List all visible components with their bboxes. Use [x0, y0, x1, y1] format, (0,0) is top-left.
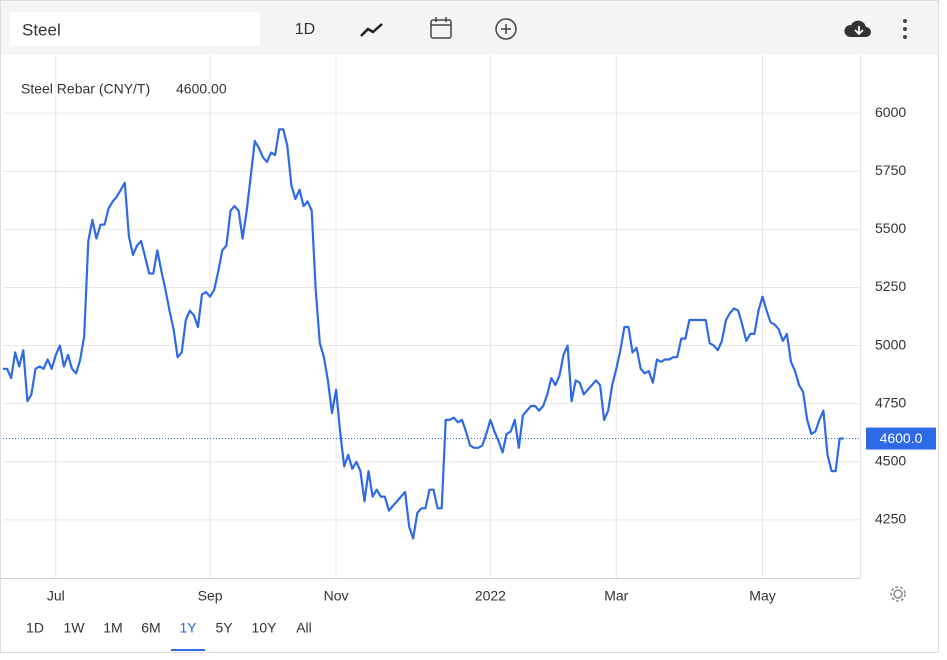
range-button[interactable]: All: [296, 620, 312, 636]
range-button[interactable]: 6M: [141, 620, 160, 636]
y-tick-label: 5500: [875, 220, 906, 236]
y-tick-label: 6000: [875, 104, 906, 120]
range-button[interactable]: 1W: [64, 620, 86, 636]
range-button[interactable]: 5Y: [215, 620, 233, 636]
y-tick-label: 5250: [875, 278, 906, 294]
current-price-label: 4600.0: [880, 430, 923, 446]
menu-icon[interactable]: [903, 19, 907, 39]
current-price-box: [866, 427, 936, 450]
y-tick-label: 4250: [875, 511, 906, 527]
x-tick-label: Jul: [47, 588, 65, 604]
calendar-icon[interactable]: [430, 17, 452, 39]
x-tick-label: May: [749, 588, 775, 604]
y-tick-label: 4750: [875, 394, 906, 410]
range-button[interactable]: 1M: [103, 620, 122, 636]
x-tick-label: 2022: [475, 588, 506, 604]
interval-button[interactable]: 1D: [295, 21, 315, 38]
x-tick-label: Nov: [324, 588, 349, 604]
search-text[interactable]: Steel: [22, 20, 61, 39]
range-button[interactable]: 10Y: [252, 620, 278, 636]
price-line: [3, 128, 844, 540]
legend-name: Steel Rebar (CNY/T): [21, 81, 150, 97]
search-box[interactable]: [10, 12, 260, 46]
settings-icon[interactable]: [890, 586, 906, 602]
chart-type-icon[interactable]: [360, 23, 383, 37]
y-tick-label: 4500: [875, 452, 906, 468]
range-button[interactable]: 1Y: [179, 620, 197, 636]
legend-value: 4600.00: [176, 81, 227, 97]
range-underline: [171, 649, 205, 651]
y-tick-label: 5000: [875, 336, 906, 352]
range-button[interactable]: 1D: [26, 620, 44, 636]
x-tick-label: Mar: [604, 588, 628, 604]
download-icon[interactable]: [844, 20, 871, 37]
add-icon[interactable]: [495, 18, 517, 40]
x-tick-label: Sep: [198, 588, 223, 604]
y-tick-label: 5750: [875, 162, 906, 178]
